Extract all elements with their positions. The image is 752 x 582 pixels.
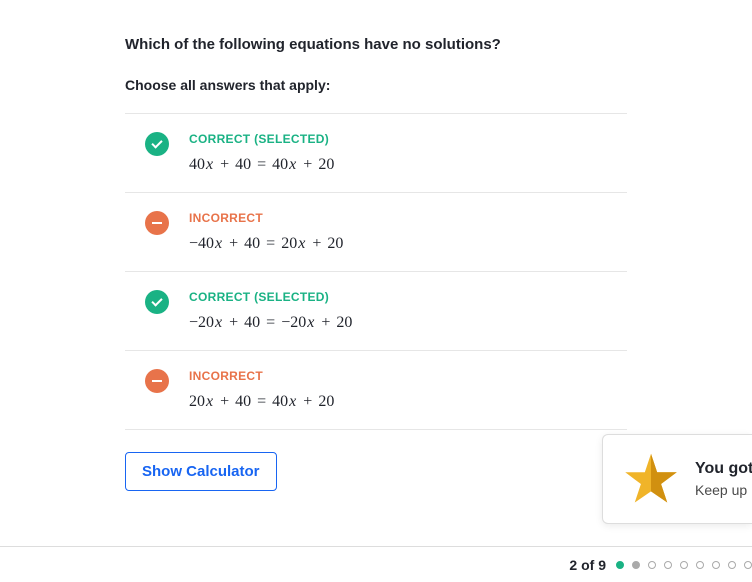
equation: 20x+40=40x+20: [189, 393, 607, 411]
progress-dot[interactable]: [680, 561, 688, 569]
answer-row[interactable]: INCORRECT −40x+40=20x+20: [125, 193, 627, 272]
progress-dot[interactable]: [712, 561, 720, 569]
answer-row[interactable]: INCORRECT 20x+40=40x+20: [125, 351, 627, 430]
progress-dot[interactable]: [664, 561, 672, 569]
status-label: INCORRECT: [189, 369, 607, 383]
toast-subtitle: Keep up: [695, 482, 752, 498]
answer-row[interactable]: CORRECT (SELECTED) 40x+40=40x+20: [125, 114, 627, 193]
equation: 40x+40=40x+20: [189, 156, 607, 174]
question-text: Which of the following equations have no…: [125, 36, 627, 53]
answer-body: CORRECT (SELECTED) 40x+40=40x+20: [189, 132, 607, 174]
status-label: CORRECT (SELECTED): [189, 290, 607, 304]
check-icon: [145, 132, 169, 156]
status-label: CORRECT (SELECTED): [189, 132, 607, 146]
minus-icon: [145, 211, 169, 235]
answer-body: INCORRECT −40x+40=20x+20: [189, 211, 607, 253]
progress-footer: 2 of 9: [0, 546, 752, 582]
show-calculator-button[interactable]: Show Calculator: [125, 452, 277, 491]
progress-dot[interactable]: [728, 561, 736, 569]
star-icon: [623, 451, 679, 507]
minus-icon: [145, 369, 169, 393]
toast-title: You got: [695, 460, 752, 478]
answer-row[interactable]: CORRECT (SELECTED) −20x+40=−20x+20: [125, 272, 627, 351]
progress-dot[interactable]: [632, 561, 640, 569]
equation: −40x+40=20x+20: [189, 235, 607, 253]
progress-text: 2 of 9: [569, 557, 606, 573]
status-label: INCORRECT: [189, 211, 607, 225]
feedback-toast: You got Keep up: [602, 434, 752, 524]
check-icon: [145, 290, 169, 314]
answers-list: CORRECT (SELECTED) 40x+40=40x+20 INCORRECT…: [125, 113, 627, 430]
progress-dots: [616, 561, 752, 569]
answer-body: CORRECT (SELECTED) −20x+40=−20x+20: [189, 290, 607, 332]
progress-dot[interactable]: [648, 561, 656, 569]
progress-dot[interactable]: [744, 561, 752, 569]
progress-dot[interactable]: [616, 561, 624, 569]
answer-body: INCORRECT 20x+40=40x+20: [189, 369, 607, 411]
instruction-text: Choose all answers that apply:: [125, 77, 627, 93]
progress-dot[interactable]: [696, 561, 704, 569]
equation: −20x+40=−20x+20: [189, 314, 607, 332]
